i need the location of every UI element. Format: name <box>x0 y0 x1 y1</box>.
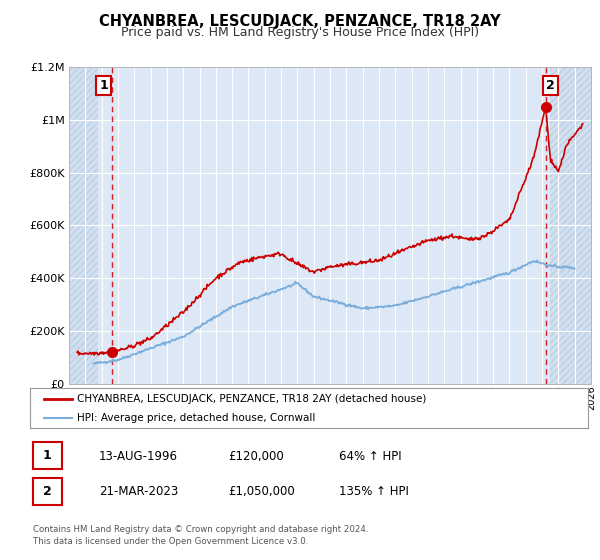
Bar <box>69 67 98 384</box>
Text: 2: 2 <box>546 79 555 92</box>
Text: HPI: Average price, detached house, Cornwall: HPI: Average price, detached house, Corn… <box>77 413 316 423</box>
Text: CHYANBREA, LESCUDJACK, PENZANCE, TR18 2AY (detached house): CHYANBREA, LESCUDJACK, PENZANCE, TR18 2A… <box>77 394 427 404</box>
Bar <box>550 67 591 384</box>
Text: Price paid vs. HM Land Registry's House Price Index (HPI): Price paid vs. HM Land Registry's House … <box>121 26 479 39</box>
Text: £120,000: £120,000 <box>228 450 284 463</box>
Text: 2: 2 <box>43 484 52 498</box>
Text: CHYANBREA, LESCUDJACK, PENZANCE, TR18 2AY: CHYANBREA, LESCUDJACK, PENZANCE, TR18 2A… <box>99 14 501 29</box>
Text: 1: 1 <box>43 449 52 463</box>
Text: 1: 1 <box>99 79 108 92</box>
Text: 21-MAR-2023: 21-MAR-2023 <box>99 485 178 498</box>
Text: 64% ↑ HPI: 64% ↑ HPI <box>339 450 401 463</box>
Text: 135% ↑ HPI: 135% ↑ HPI <box>339 485 409 498</box>
Text: 13-AUG-1996: 13-AUG-1996 <box>99 450 178 463</box>
Bar <box>69 67 98 384</box>
Text: Contains HM Land Registry data © Crown copyright and database right 2024.: Contains HM Land Registry data © Crown c… <box>33 525 368 534</box>
Bar <box>550 67 591 384</box>
Text: This data is licensed under the Open Government Licence v3.0.: This data is licensed under the Open Gov… <box>33 537 308 546</box>
Text: £1,050,000: £1,050,000 <box>228 485 295 498</box>
